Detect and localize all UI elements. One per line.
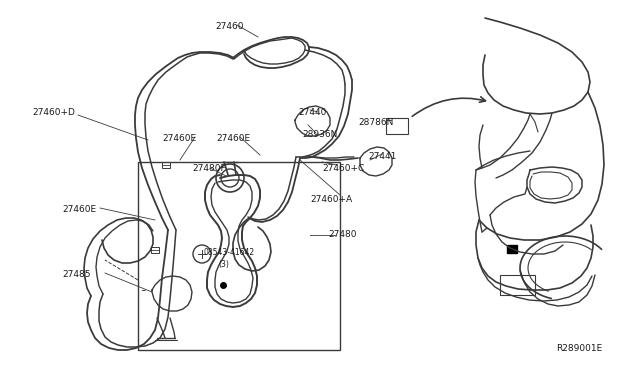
Text: 27460+C: 27460+C: [322, 164, 364, 173]
Text: 27440: 27440: [298, 108, 326, 117]
Bar: [500, 275, 535, 295]
Text: 27441: 27441: [368, 152, 396, 161]
Text: 27460E: 27460E: [62, 205, 96, 214]
Text: 27460+A: 27460+A: [310, 195, 352, 204]
Bar: [386, 118, 408, 134]
Bar: [507, 245, 517, 253]
Text: 27480: 27480: [328, 230, 356, 239]
Bar: [138, 162, 340, 350]
Bar: [151, 247, 159, 253]
Text: R289001E: R289001E: [556, 344, 602, 353]
Text: 27460E: 27460E: [216, 134, 250, 143]
Text: 27460+D: 27460+D: [32, 108, 75, 117]
Text: 27480F: 27480F: [192, 164, 226, 173]
Text: 28936N: 28936N: [302, 130, 337, 139]
Bar: [162, 162, 170, 168]
Text: (3): (3): [218, 260, 229, 269]
Text: 27460E: 27460E: [162, 134, 196, 143]
Text: 27485: 27485: [62, 270, 90, 279]
Text: 08543-41642: 08543-41642: [203, 248, 254, 257]
Text: 27460: 27460: [215, 22, 243, 31]
Text: 28786N: 28786N: [358, 118, 394, 127]
